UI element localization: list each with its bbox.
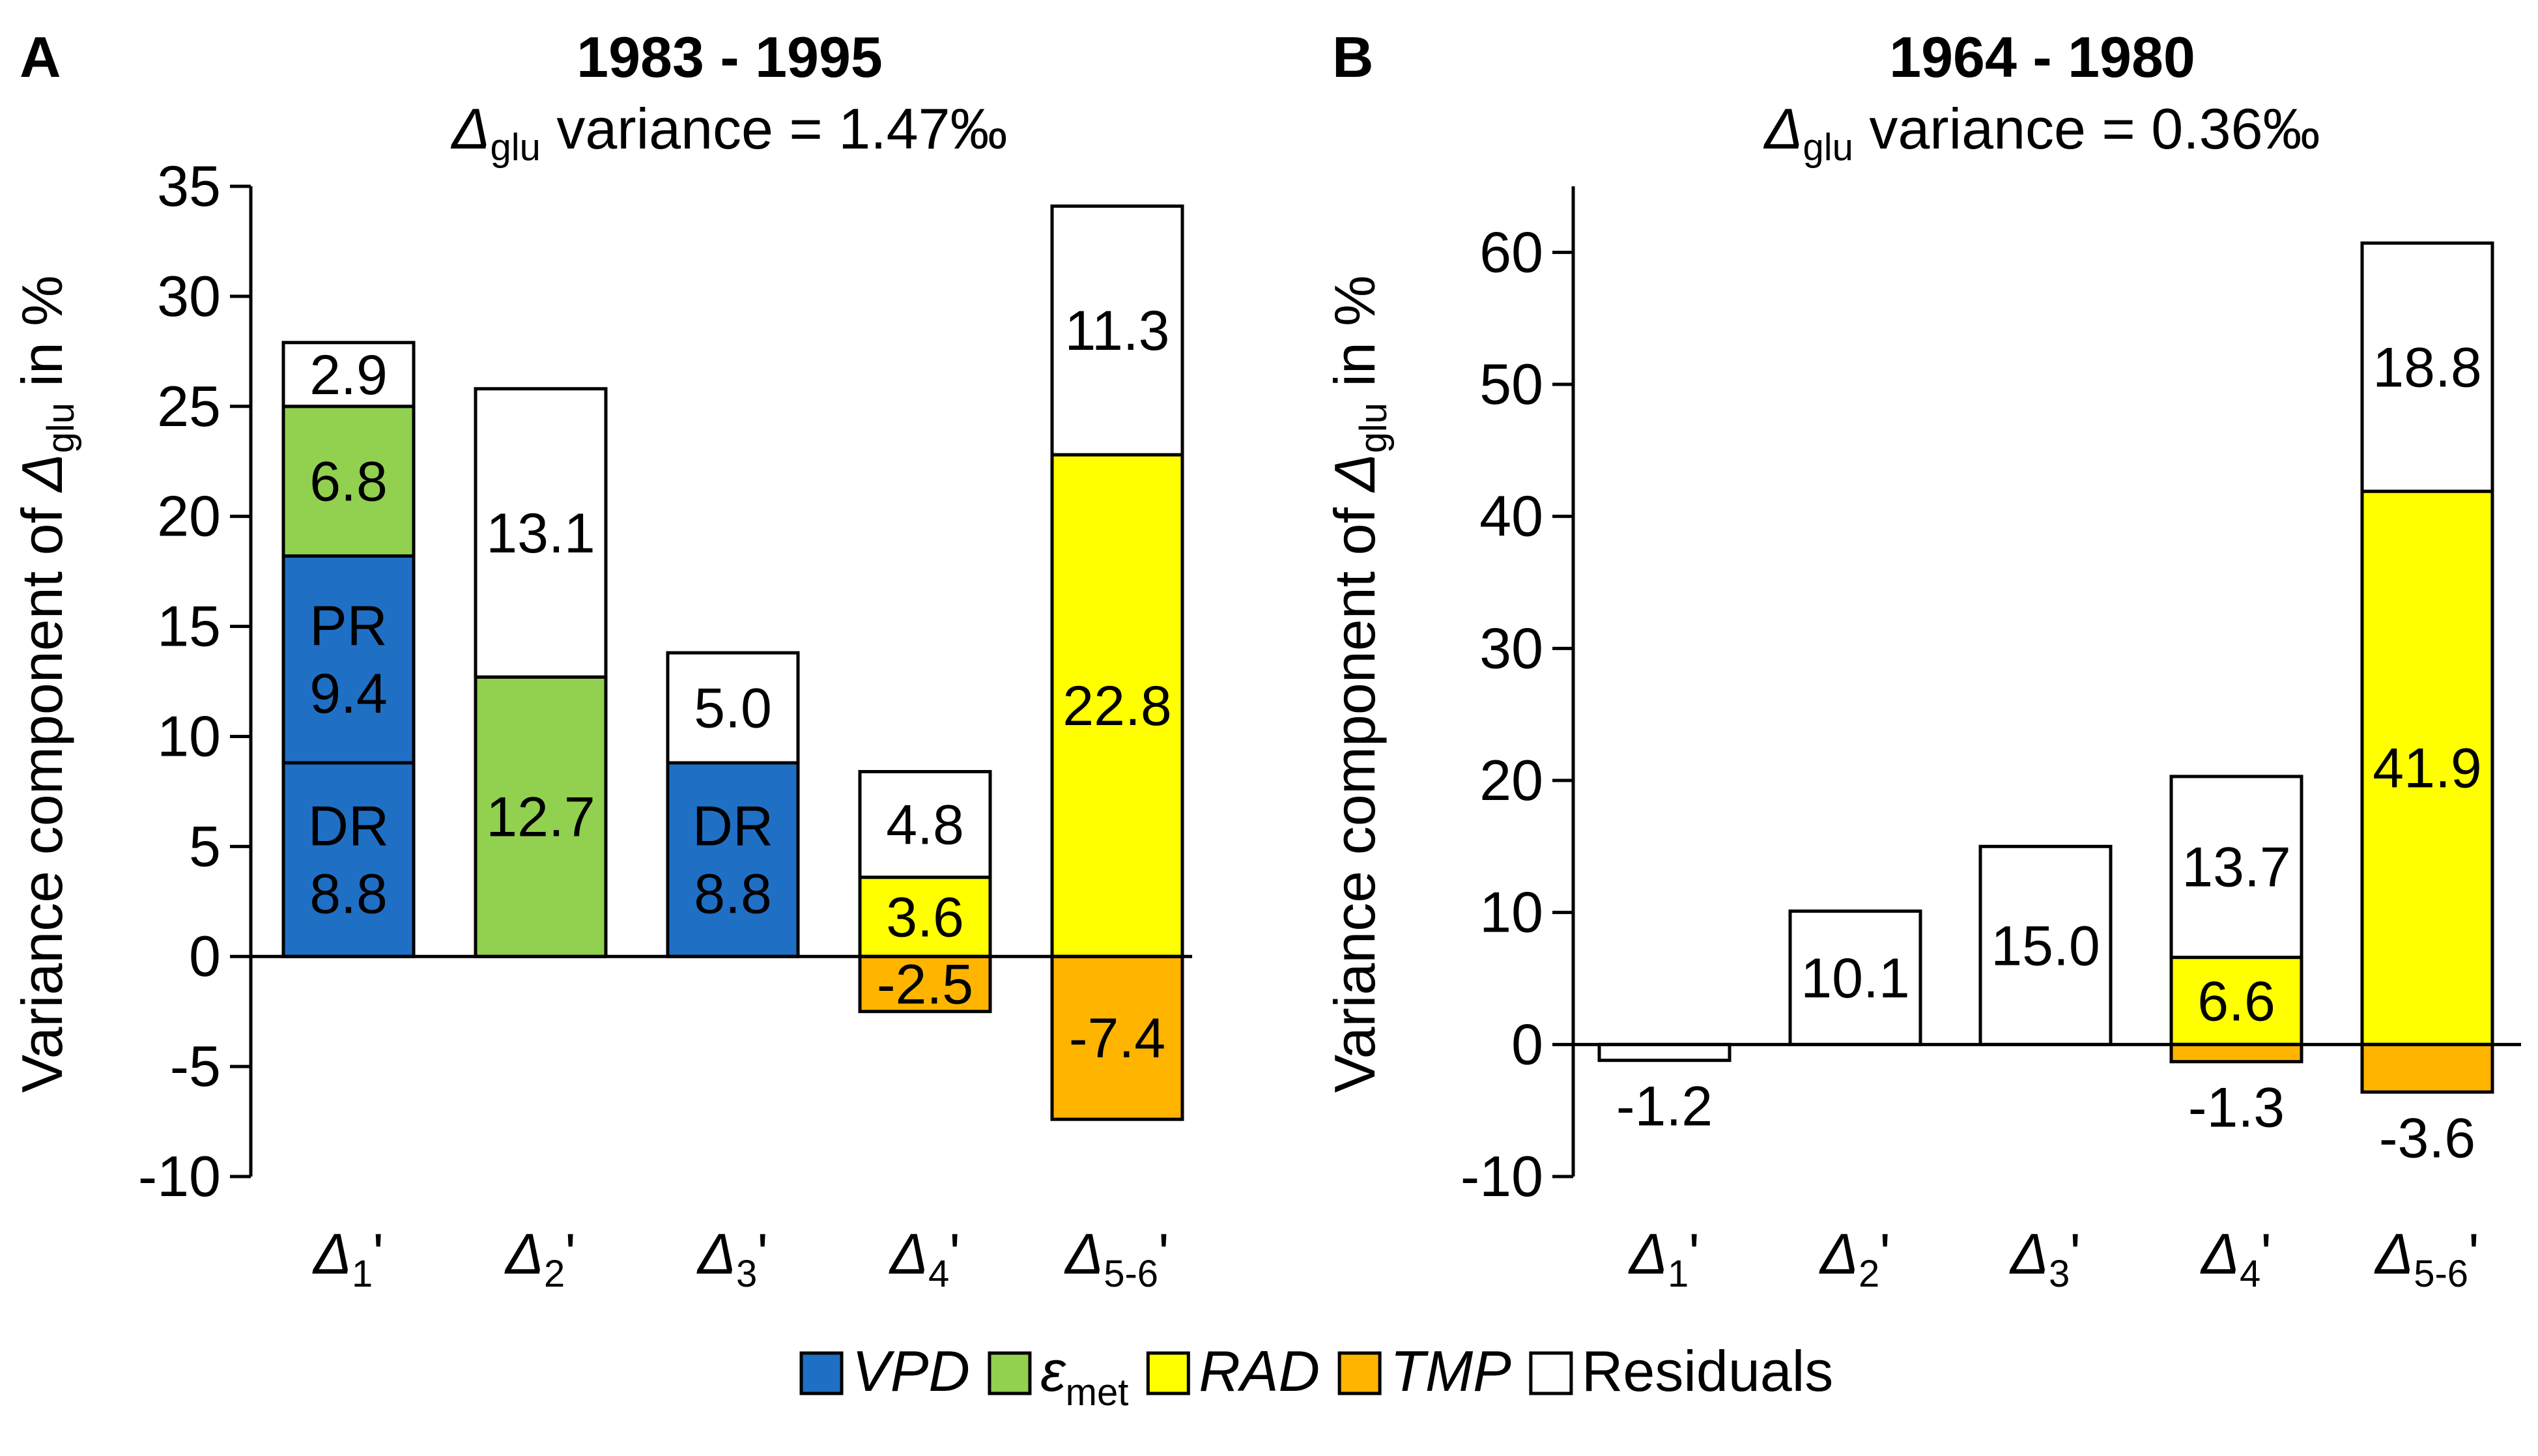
bar-value-label: 18.8 — [2373, 337, 2481, 399]
legend-swatch-tmp — [1337, 1351, 1382, 1395]
bar-value-label: -1.2 — [1616, 1076, 1713, 1138]
bar-segment-rad — [1050, 453, 1184, 958]
bar-value-label: 2.9 — [309, 344, 388, 407]
bar-value-label: 6.6 — [2197, 970, 2275, 1033]
bar-value-label: 22.8 — [1062, 675, 1171, 737]
bar-value-label: -3.6 — [2379, 1107, 2475, 1169]
bar-value-label: -7.4 — [1069, 1007, 1165, 1070]
bar-segment-residuals — [2169, 775, 2303, 960]
bar-segment-residuals — [858, 769, 992, 879]
panel-a: A 1983 - 1995 Δglu variance = 1.47‰ 35 30 25 2… — [10, 25, 1192, 1295]
y-axis-label-b: Variance component of Δglu in % — [1322, 275, 1395, 1092]
y-tick-label: 10 — [1479, 880, 1543, 945]
bar-segment-residuals — [1597, 1042, 1732, 1063]
legend-swatch-emet — [988, 1351, 1032, 1395]
y-tick-label: 60 — [1479, 220, 1543, 284]
y-tick-label: 0 — [189, 924, 221, 988]
legend-swatch-residuals — [1529, 1351, 1573, 1395]
bar-value-label: 5.0 — [694, 678, 772, 740]
bar-segment-residuals — [1978, 844, 2113, 1046]
y-tick-label: 30 — [157, 264, 221, 328]
panel-letter-b: B — [1332, 25, 1374, 89]
y-tick-label: -10 — [1461, 1144, 1543, 1208]
bar-value-label: 4.8 — [886, 794, 964, 857]
bar-value-label: 3.6 — [886, 886, 964, 949]
x-category-label: Δ1' — [312, 1221, 384, 1295]
bar-segment-vpd — [281, 761, 416, 958]
bar-segment-vpd — [666, 761, 800, 958]
legend-label-rad: RAD — [1199, 1339, 1320, 1403]
x-category-label: Δ3' — [696, 1221, 768, 1295]
x-category-label: Δ2' — [1819, 1221, 1890, 1295]
y-tick-label: -10 — [138, 1144, 221, 1208]
y-tick-label: 10 — [157, 704, 221, 768]
legend-swatch-rad — [1146, 1351, 1190, 1395]
y-tick-label: 15 — [157, 594, 221, 659]
bar-segment-vpd — [281, 554, 416, 765]
panel-letter-a: A — [20, 25, 61, 89]
y-tick-label: 20 — [1479, 748, 1543, 812]
bar-value-label: 6.8 — [309, 451, 388, 513]
legend-swatch-vpd — [799, 1351, 844, 1395]
chart-title-b: 1964 - 1980 — [1889, 25, 2195, 89]
y-tick-label: 0 — [1511, 1012, 1543, 1076]
y-tick-label: 40 — [1479, 484, 1543, 549]
bar-segment-tmp — [2360, 1042, 2494, 1094]
bar-value-label: DR 8.8 — [308, 795, 389, 926]
bar-value-label: PR 9.4 — [309, 595, 388, 725]
bar-value-label: 11.3 — [1065, 300, 1170, 362]
bar-segment-tmp — [1050, 954, 1184, 1121]
bar-value-label: -1.3 — [2188, 1077, 2285, 1139]
x-category-label: Δ1' — [1628, 1221, 1700, 1295]
y-axis-label-a: Variance component of Δglu in % — [10, 275, 82, 1092]
bar-value-label: 15.0 — [1991, 915, 2100, 977]
chart-subtitle-b: Δglu variance = 0.36‰ — [1763, 96, 2320, 169]
y-tick-label: 30 — [1479, 616, 1543, 680]
y-tick-label: 50 — [1479, 352, 1543, 416]
bar-value-label: 10.1 — [1801, 947, 1909, 1010]
x-category-label: Δ5-6' — [2374, 1221, 2479, 1295]
x-category-label: Δ5-6' — [1064, 1221, 1169, 1295]
bar-segment-emet — [281, 405, 416, 558]
bar-segment-rad — [2360, 489, 2494, 1046]
chart-title-a: 1983 - 1995 — [577, 25, 883, 89]
x-category-label: Δ4' — [889, 1221, 960, 1295]
bar-value-label: -2.5 — [877, 953, 973, 1016]
y-tick-label: 35 — [157, 154, 221, 218]
y-tick-label: 25 — [157, 374, 221, 438]
bar-segment-residuals — [2360, 241, 2494, 493]
bar-value-label: 13.7 — [2182, 836, 2290, 899]
legend-label-residuals: Residuals — [1582, 1339, 1833, 1403]
x-category-label: Δ3' — [2009, 1221, 2081, 1295]
panel-b: B 1964 - 1980 Δglu variance = 0.36‰ 60 50 40 3… — [1322, 25, 2521, 1295]
legend-label-tmp: TMP — [1390, 1339, 1511, 1403]
bar-value-label: 12.7 — [486, 786, 595, 849]
bar-segment-residuals — [1050, 204, 1184, 457]
x-category-label: Δ4' — [2200, 1221, 2272, 1295]
legend-label-emet: εmet — [1040, 1339, 1128, 1414]
bar-segment-residuals — [1788, 909, 1922, 1046]
bar-segment-emet — [474, 675, 608, 958]
legend: VPD εmet RAD TMP Residuals — [799, 1339, 1833, 1414]
y-tick-label: 5 — [189, 814, 221, 878]
bar-value-label: 41.9 — [2373, 737, 2481, 800]
y-tick-label: 20 — [157, 484, 221, 549]
bar-segment-tmp — [2169, 1042, 2303, 1064]
bar-value-label: 13.1 — [486, 502, 595, 565]
bar-segment-rad — [858, 876, 992, 958]
bar-segment-residuals — [474, 387, 608, 679]
chart-subtitle-a: Δglu variance = 1.47‰ — [450, 96, 1007, 169]
bar-segment-rad — [2169, 956, 2303, 1046]
legend-label-vpd: VPD — [852, 1339, 970, 1403]
bar-segment-residuals — [666, 651, 800, 765]
bar-segment-residuals — [281, 341, 416, 408]
x-category-label: Δ2' — [504, 1221, 576, 1295]
bar-value-label: DR 8.8 — [692, 795, 773, 926]
y-tick-label: -5 — [170, 1034, 221, 1098]
